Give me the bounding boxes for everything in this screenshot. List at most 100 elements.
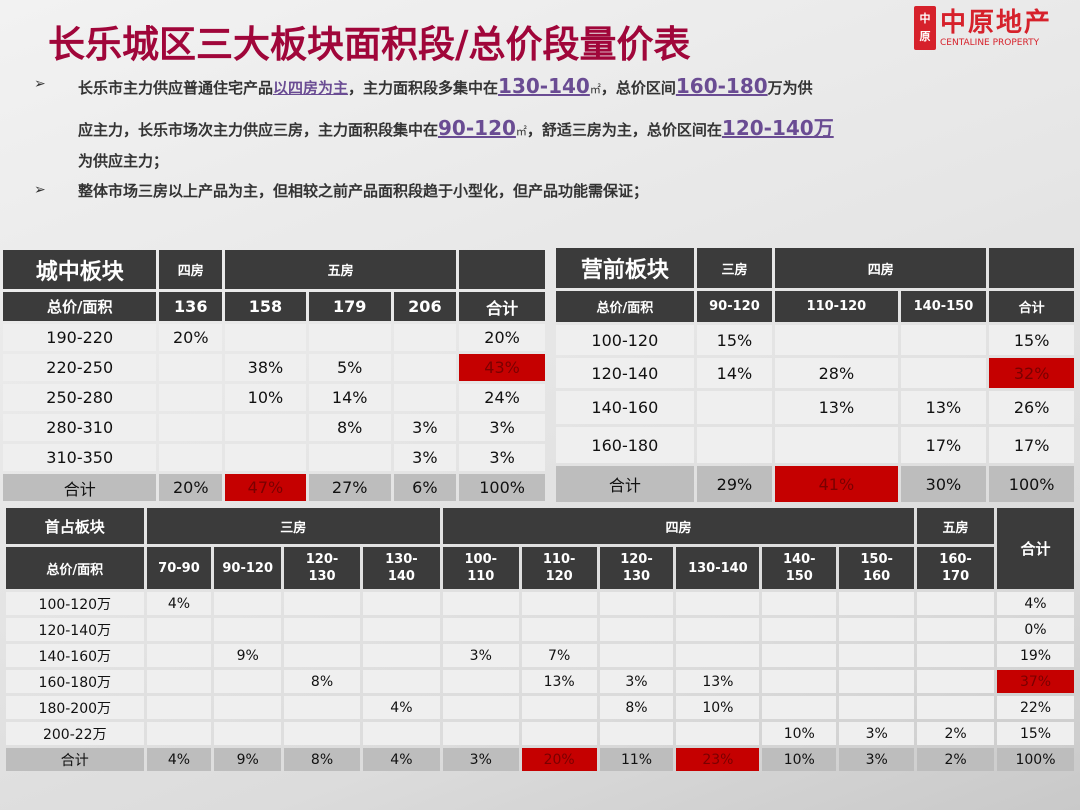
cell: 120-140 xyxy=(556,358,694,388)
cell: 13% xyxy=(900,391,987,424)
cell: 6% xyxy=(393,474,457,501)
header-line: 120- xyxy=(620,552,653,567)
cell: 3% xyxy=(599,670,674,693)
cell: 120-140万 xyxy=(6,618,144,641)
cell: 15% xyxy=(997,722,1074,745)
cell xyxy=(917,644,994,667)
column-header: 90-120 xyxy=(214,547,282,589)
cell: 3% xyxy=(459,414,545,441)
cell xyxy=(762,644,837,667)
cell xyxy=(442,592,519,615)
cell: 5% xyxy=(308,354,391,381)
cell xyxy=(393,324,457,351)
total-row: 合计 20% 47% 27% 6% 100% xyxy=(3,474,545,501)
cell: 10% xyxy=(225,384,306,411)
highlighted-cell: 20% xyxy=(521,748,597,771)
cell: 200-22万 xyxy=(6,722,144,745)
header-line: 120- xyxy=(305,552,339,567)
cell: 3% xyxy=(839,722,915,745)
column-header: 120- 130 xyxy=(284,547,360,589)
cell xyxy=(917,670,994,693)
cell: 19% xyxy=(997,644,1074,667)
cell: 22% xyxy=(997,696,1074,719)
cell: 17% xyxy=(900,427,987,463)
highlighted-cell: 23% xyxy=(676,748,760,771)
table-yingqian: 营前板块 三房 四房 总价/面积 90-120 110-120 140-150 … xyxy=(553,245,1077,505)
column-header: 总价/面积 xyxy=(3,292,157,321)
centaline-logo: 中 原 中原地产 CENTALINE PROPERTY xyxy=(914,4,1080,52)
cell: 8% xyxy=(284,670,360,693)
table-chengzhong: 城中板块 四房 五房 总价/面积 136 158 179 206 合计 190-… xyxy=(0,247,548,504)
header-line: 130 xyxy=(308,569,336,584)
table-row: 200-22万 10% 3% 2% 15% xyxy=(6,722,1074,745)
cell xyxy=(900,358,987,388)
cell xyxy=(159,354,223,381)
column-header: 140-150 xyxy=(900,291,987,322)
text: ，舒适三房为主，总价区间在 xyxy=(526,121,722,139)
cell xyxy=(146,670,212,693)
cell: 合计 xyxy=(3,474,157,501)
header-line: 120 xyxy=(545,569,573,584)
page-title: 长乐城区三大板块面积段/总价段量价表 xyxy=(48,23,691,66)
cell: 9% xyxy=(214,748,282,771)
cell xyxy=(676,592,760,615)
text: 长乐市主力供应普通住宅产品 xyxy=(78,79,274,97)
column-header: 总价/面积 xyxy=(556,291,694,322)
highlight-price: 120-140万 xyxy=(721,116,834,140)
group-header: 三房 xyxy=(146,508,440,544)
cell: 140-160 xyxy=(556,391,694,424)
cell: 250-280 xyxy=(3,384,157,411)
column-header: 130-140 xyxy=(676,547,760,589)
group-header: 四房 xyxy=(775,248,987,288)
table-row: 190-220 20% 20% xyxy=(3,324,545,351)
cell xyxy=(284,644,360,667)
cell: 3% xyxy=(442,748,519,771)
cell xyxy=(225,414,306,441)
cell: 3% xyxy=(442,644,519,667)
cell xyxy=(442,722,519,745)
cell xyxy=(900,325,987,355)
cell xyxy=(521,722,597,745)
table-row: 250-280 10% 14% 24% xyxy=(3,384,545,411)
cell: 30% xyxy=(900,466,987,502)
unit: ㎡ xyxy=(589,83,601,96)
cell: 100% xyxy=(459,474,545,501)
cell xyxy=(284,618,360,641)
cell xyxy=(599,592,674,615)
cell xyxy=(284,722,360,745)
cell: 17% xyxy=(989,427,1074,463)
cell: 280-310 xyxy=(3,414,157,441)
column-header: 70-90 xyxy=(146,547,212,589)
cell xyxy=(362,722,440,745)
cell: 20% xyxy=(159,324,223,351)
highlight-price: 160-180 xyxy=(675,74,768,98)
cell xyxy=(284,592,360,615)
table-row: 220-250 38% 5% 43% xyxy=(3,354,545,381)
cell: 180-200万 xyxy=(6,696,144,719)
cell xyxy=(762,618,837,641)
cell xyxy=(393,384,457,411)
cell: 8% xyxy=(284,748,360,771)
header-line: 110 xyxy=(467,569,495,584)
group-header: 三房 xyxy=(696,248,773,288)
cell xyxy=(362,670,440,693)
cell xyxy=(362,592,440,615)
highlight-area: 130-140 xyxy=(498,74,590,98)
cell xyxy=(442,670,519,693)
column-header: 158 xyxy=(225,292,306,321)
cell xyxy=(214,592,282,615)
cell xyxy=(146,618,212,641)
table-row: 280-310 8% 3% 3% xyxy=(3,414,545,441)
cell: 3% xyxy=(839,748,915,771)
cell xyxy=(917,592,994,615)
cell: 2% xyxy=(917,748,994,771)
cell xyxy=(839,644,915,667)
cell: 3% xyxy=(459,444,545,471)
highlight-text: 以四房为主 xyxy=(273,79,349,97)
cell: 20% xyxy=(459,324,545,351)
cell xyxy=(393,354,457,381)
header-line: 140 xyxy=(387,569,415,584)
column-header: 总价/面积 xyxy=(6,547,144,589)
cell xyxy=(676,618,760,641)
cell xyxy=(214,696,282,719)
